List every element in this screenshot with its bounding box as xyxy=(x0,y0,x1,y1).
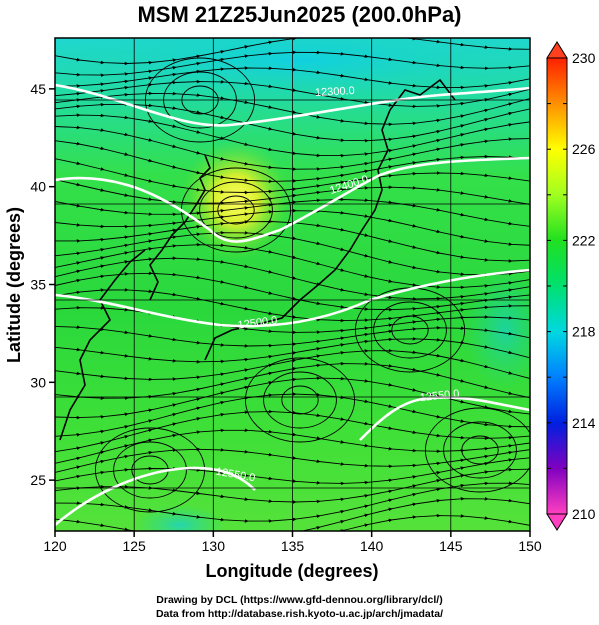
colorbar-ticks: 210 214 218 222 226 230 xyxy=(547,50,596,522)
lon-tick-label: 120 xyxy=(43,538,67,554)
colorbar-extend-max xyxy=(546,41,568,59)
streamline-eddy xyxy=(461,435,499,465)
lon-tick-label: 150 xyxy=(518,538,542,554)
coastline-japan xyxy=(204,109,391,361)
colorbar-tick-label: 226 xyxy=(572,141,596,157)
colorbar: 210 214 218 222 226 230 xyxy=(546,41,596,531)
streamline-eddy xyxy=(199,181,273,239)
streamline-eddy xyxy=(281,385,319,415)
latitude-axis: 25 30 35 40 45 xyxy=(30,81,55,488)
lon-tick-label: 130 xyxy=(202,538,226,554)
streamline-eddy xyxy=(373,301,447,359)
lat-tick-label: 40 xyxy=(30,179,46,195)
lat-tick-label: 35 xyxy=(30,277,46,293)
y-axis-label: Latitude (degrees) xyxy=(4,207,24,363)
streamline-eddy xyxy=(391,315,429,345)
streamline-eddy xyxy=(113,441,187,499)
lon-tick-label: 125 xyxy=(122,538,146,554)
streamlines xyxy=(55,38,530,531)
lon-tick-label: 145 xyxy=(439,538,463,554)
colorbar-tick-label: 210 xyxy=(572,506,596,522)
streamline-eddy xyxy=(443,421,517,479)
streamline-eddy xyxy=(424,407,530,493)
coastline-korea xyxy=(149,154,211,301)
contour-label: 12500.0 xyxy=(237,314,278,331)
colorbar-tick-label: 230 xyxy=(572,50,596,66)
map-grid xyxy=(55,38,530,531)
colorbar-tick-label: 222 xyxy=(572,232,596,248)
contour-line-12550-east xyxy=(359,396,530,441)
contour-line-12500 xyxy=(55,268,530,328)
contour-label: 12550.0 xyxy=(419,388,460,404)
colorbar-tick-label: 214 xyxy=(572,415,596,431)
lat-tick-label: 25 xyxy=(30,472,46,488)
x-axis-label: Longitude (degrees) xyxy=(205,561,378,581)
colorbar-extend-min xyxy=(546,513,568,531)
height-contours xyxy=(55,83,530,526)
streamline xyxy=(76,513,530,531)
credit-data: Data from http://database.rish.kyoto-u.a… xyxy=(155,608,444,620)
coastline-china xyxy=(59,249,146,441)
longitude-axis: 120 125 130 135 140 145 150 xyxy=(43,531,542,554)
streamline-eddy xyxy=(263,371,337,429)
map-title: MSM 21Z25Jun2025 (200.0hPa) xyxy=(137,2,462,27)
lat-tick-label: 30 xyxy=(30,374,46,390)
lat-tick-label: 45 xyxy=(30,81,46,97)
lon-tick-label: 140 xyxy=(360,538,384,554)
contour-line-12300 xyxy=(55,83,530,127)
colorbar-tick-label: 218 xyxy=(572,324,596,340)
coastlines xyxy=(59,78,456,441)
streamline-eddy xyxy=(217,195,255,225)
streamline xyxy=(55,496,530,531)
streamline-eddy xyxy=(244,357,356,443)
streamline-eddy xyxy=(94,427,206,513)
credit-drawing: Drawing by DCL (https://www.gfd-dennou.o… xyxy=(156,594,443,606)
contour-label: 12300.0 xyxy=(315,85,355,99)
contour-line-12550-south xyxy=(55,466,256,526)
lon-tick-label: 135 xyxy=(281,538,305,554)
contour-line-12400 xyxy=(55,156,530,243)
streamline xyxy=(55,179,530,206)
coastline-hokkaido xyxy=(389,78,456,111)
